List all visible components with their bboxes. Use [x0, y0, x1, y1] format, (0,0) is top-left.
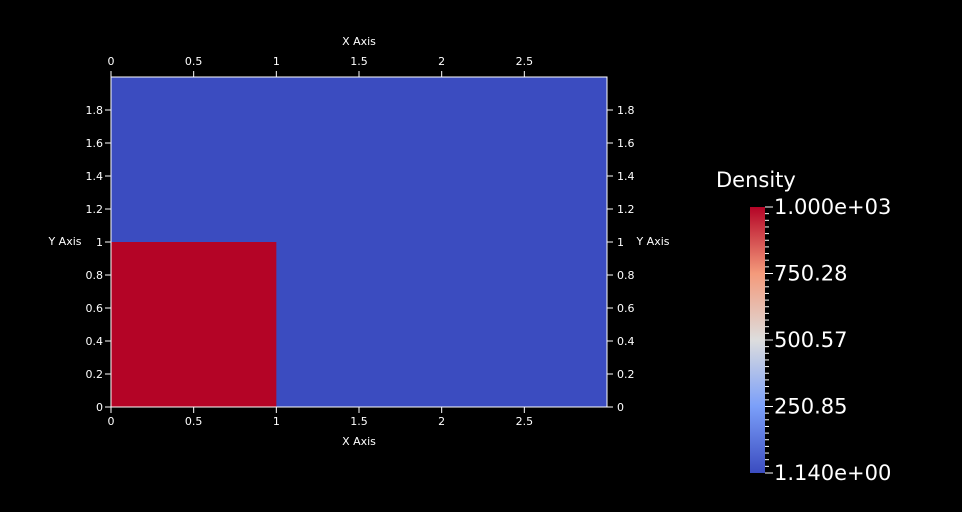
x-tick-label-bottom: 2	[438, 415, 445, 428]
colorbar-ticks: 1.000e+03 750.28 500.57 250.85 1.140e+00	[765, 195, 891, 485]
x-tick-label-bottom: 1	[273, 415, 280, 428]
colorbar-label: 750.28	[774, 262, 847, 286]
y-tick-label-right: 1	[617, 236, 624, 249]
y-tick-label-right: 1.4	[617, 170, 635, 183]
x-tick-label-bottom: 1.5	[350, 415, 368, 428]
y-tick-label-left: 0.2	[86, 368, 104, 381]
y-tick-label-left: 1.8	[86, 104, 104, 117]
y-tick-label-left: 0	[96, 401, 103, 414]
y-tick-label-left: 1	[96, 236, 103, 249]
x-tick-label-top: 0	[108, 55, 115, 68]
colorbar-label: 1.000e+03	[774, 195, 891, 219]
data-regions	[111, 77, 607, 407]
colorbar-legend: Density 1.000e+03 750.28 500.57 250.85 1.140…	[716, 168, 891, 485]
y-tick-label-right: 1.6	[617, 137, 635, 150]
y-tick-label-right: 0.4	[617, 335, 635, 348]
data-region-2	[111, 242, 277, 407]
y-tick-label-right: 0.6	[617, 302, 635, 315]
y-tick-label-left: 1.2	[86, 203, 104, 216]
x-tick-label-bottom: 0	[108, 415, 115, 428]
y-tick-label-right: 1.8	[617, 104, 635, 117]
y-axis-title-left: Y Axis	[47, 235, 81, 248]
colorbar-label: 1.140e+00	[774, 461, 891, 485]
x-tick-label-top: 1	[273, 55, 280, 68]
x-tick-label-top: 0.5	[185, 55, 203, 68]
y-tick-label-left: 1.4	[86, 170, 104, 183]
x-tick-label-top: 2	[438, 55, 445, 68]
colorbar-label: 250.85	[774, 395, 847, 419]
x-tick-label-bottom: 0.5	[185, 415, 203, 428]
colorbar-label: 500.57	[774, 328, 847, 352]
x-tick-label-top: 2.5	[516, 55, 534, 68]
y-tick-label-left: 0.4	[86, 335, 104, 348]
y-tick-label-right: 0.2	[617, 368, 635, 381]
y-tick-label-left: 1.6	[86, 137, 104, 150]
x-axis-title-top: X Axis	[342, 35, 376, 48]
y-tick-label-left: 0.6	[86, 302, 104, 315]
x-tick-label-bottom: 2.5	[516, 415, 534, 428]
y-tick-label-right: 0	[617, 401, 624, 414]
y-tick-label-right: 0.8	[617, 269, 635, 282]
colorbar-gradient	[750, 207, 765, 473]
x-tick-label-top: 1.5	[350, 55, 368, 68]
x-axis-title-bottom: X Axis	[342, 435, 376, 448]
y-tick-label-right: 1.2	[617, 203, 635, 216]
colorbar-title: Density	[716, 168, 796, 192]
plot-area	[110, 76, 608, 408]
y-axis-title-right: Y Axis	[635, 235, 669, 248]
y-tick-label-left: 0.8	[86, 269, 104, 282]
